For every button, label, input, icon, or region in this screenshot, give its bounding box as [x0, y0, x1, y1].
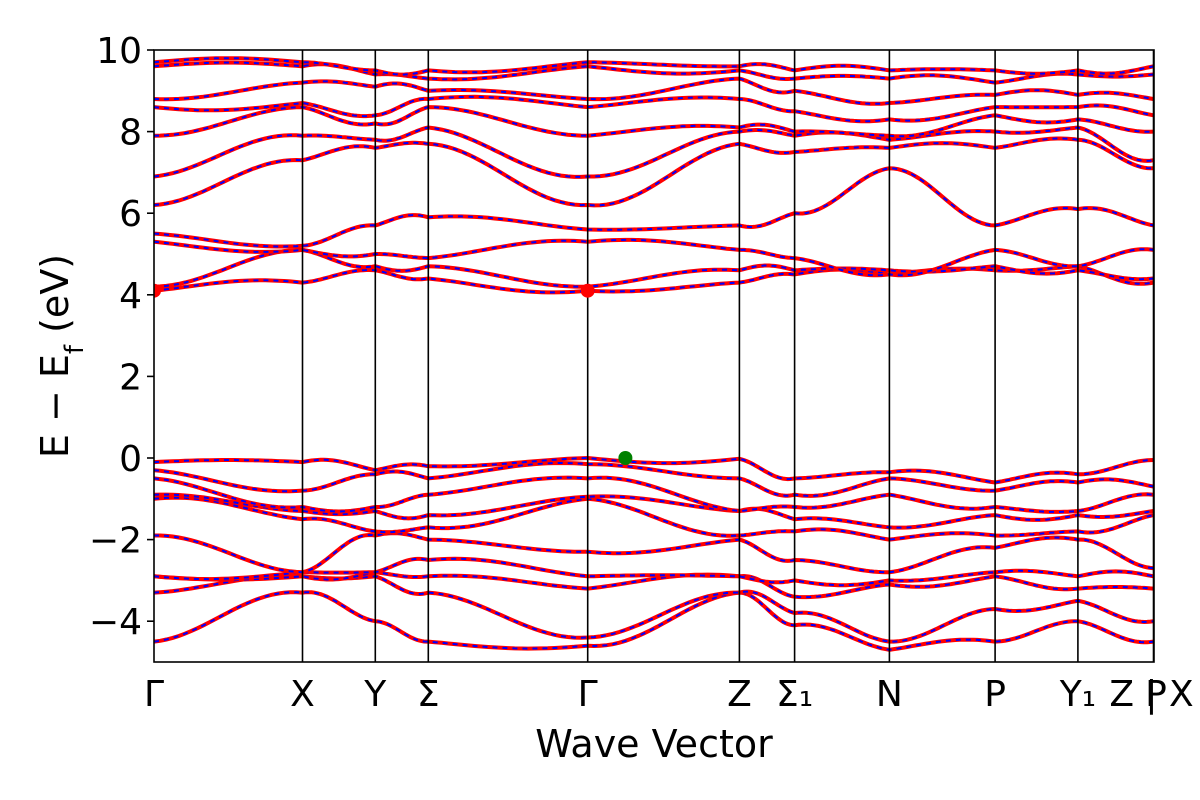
band-dash-11	[154, 248, 1154, 288]
plot-frame	[153, 49, 1155, 663]
y-tick-label-0: 10	[96, 31, 142, 72]
x-tick-label-6: Σ₁	[776, 674, 813, 715]
band-dash-3	[154, 557, 1154, 587]
vbm-marker	[618, 451, 633, 465]
x-tick-label-3: Σ	[417, 674, 440, 715]
y-axis-ticks: 10 8 6 4 2 0 −2 −4	[89, 31, 154, 643]
x-tick-label-5: Z	[727, 674, 752, 715]
band-line-10	[154, 264, 1154, 295]
x-tick-label-11: P	[1145, 674, 1167, 715]
plot-area	[153, 49, 1155, 663]
bands-group	[154, 56, 1154, 652]
y-axis-label: E − Ef (eV)	[33, 254, 90, 458]
band-line-1	[154, 573, 1154, 644]
band-line-13	[154, 166, 1154, 249]
y-tick-label-7: −4	[89, 602, 142, 643]
band-line-15	[154, 125, 1154, 179]
band-line-4	[154, 531, 1154, 575]
band-dash-6	[154, 493, 1154, 529]
x-tick-label-8: P	[984, 674, 1006, 715]
band-dash-13	[154, 167, 1154, 248]
band-line-0	[154, 590, 1154, 652]
x-tick-label-2: Y	[363, 674, 387, 715]
band-dash-0	[154, 591, 1154, 651]
x-axis-label: Wave Vector	[535, 722, 773, 766]
x-axis-ticks: Γ X Y Σ Γ Z Σ₁ N P Y₁ Z | XP	[144, 674, 1194, 715]
cbm-marker-0	[154, 283, 161, 298]
band-dash-7	[154, 476, 1154, 513]
x-tick-label-10: Z | X	[1109, 674, 1193, 715]
y-tick-label-5: 0	[119, 439, 142, 480]
y-tick-label-3: 4	[119, 276, 142, 317]
x-tick-label-0: Γ	[144, 674, 164, 715]
x-tick-label-1: X	[290, 674, 315, 715]
y-tick-label-4: 2	[119, 357, 142, 398]
band-line-14	[154, 136, 1154, 208]
y-axis-label-sub: f	[60, 344, 90, 354]
band-dash-16	[154, 106, 1154, 138]
cbm-marker-1	[580, 283, 595, 298]
band-dash-20	[154, 57, 1154, 76]
band-dash-19	[154, 61, 1154, 84]
y-tick-label-6: −2	[89, 521, 142, 562]
x-tick-label-9: Y₁	[1059, 674, 1096, 715]
band-dash-5	[154, 496, 1154, 541]
y-tick-label-2: 6	[119, 194, 142, 235]
x-tick-label-4: Γ	[578, 674, 598, 715]
y-axis-label-unit: (eV)	[33, 254, 77, 345]
x-tick-label-7: N	[876, 674, 903, 715]
y-tick-label-1: 8	[119, 113, 142, 154]
y-axis-label-main: E − E	[33, 354, 77, 458]
